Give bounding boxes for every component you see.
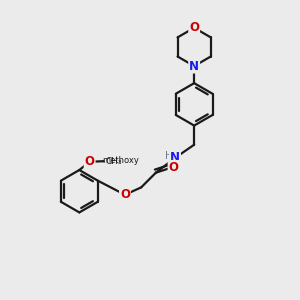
Text: O: O — [189, 21, 199, 34]
Text: methoxy: methoxy — [102, 156, 139, 165]
Text: N: N — [170, 152, 180, 164]
Text: N: N — [189, 60, 199, 73]
Text: O: O — [169, 161, 178, 174]
Text: O: O — [120, 188, 130, 201]
Text: O: O — [85, 155, 94, 168]
Text: CH₃: CH₃ — [105, 157, 122, 166]
Text: H: H — [165, 152, 172, 161]
